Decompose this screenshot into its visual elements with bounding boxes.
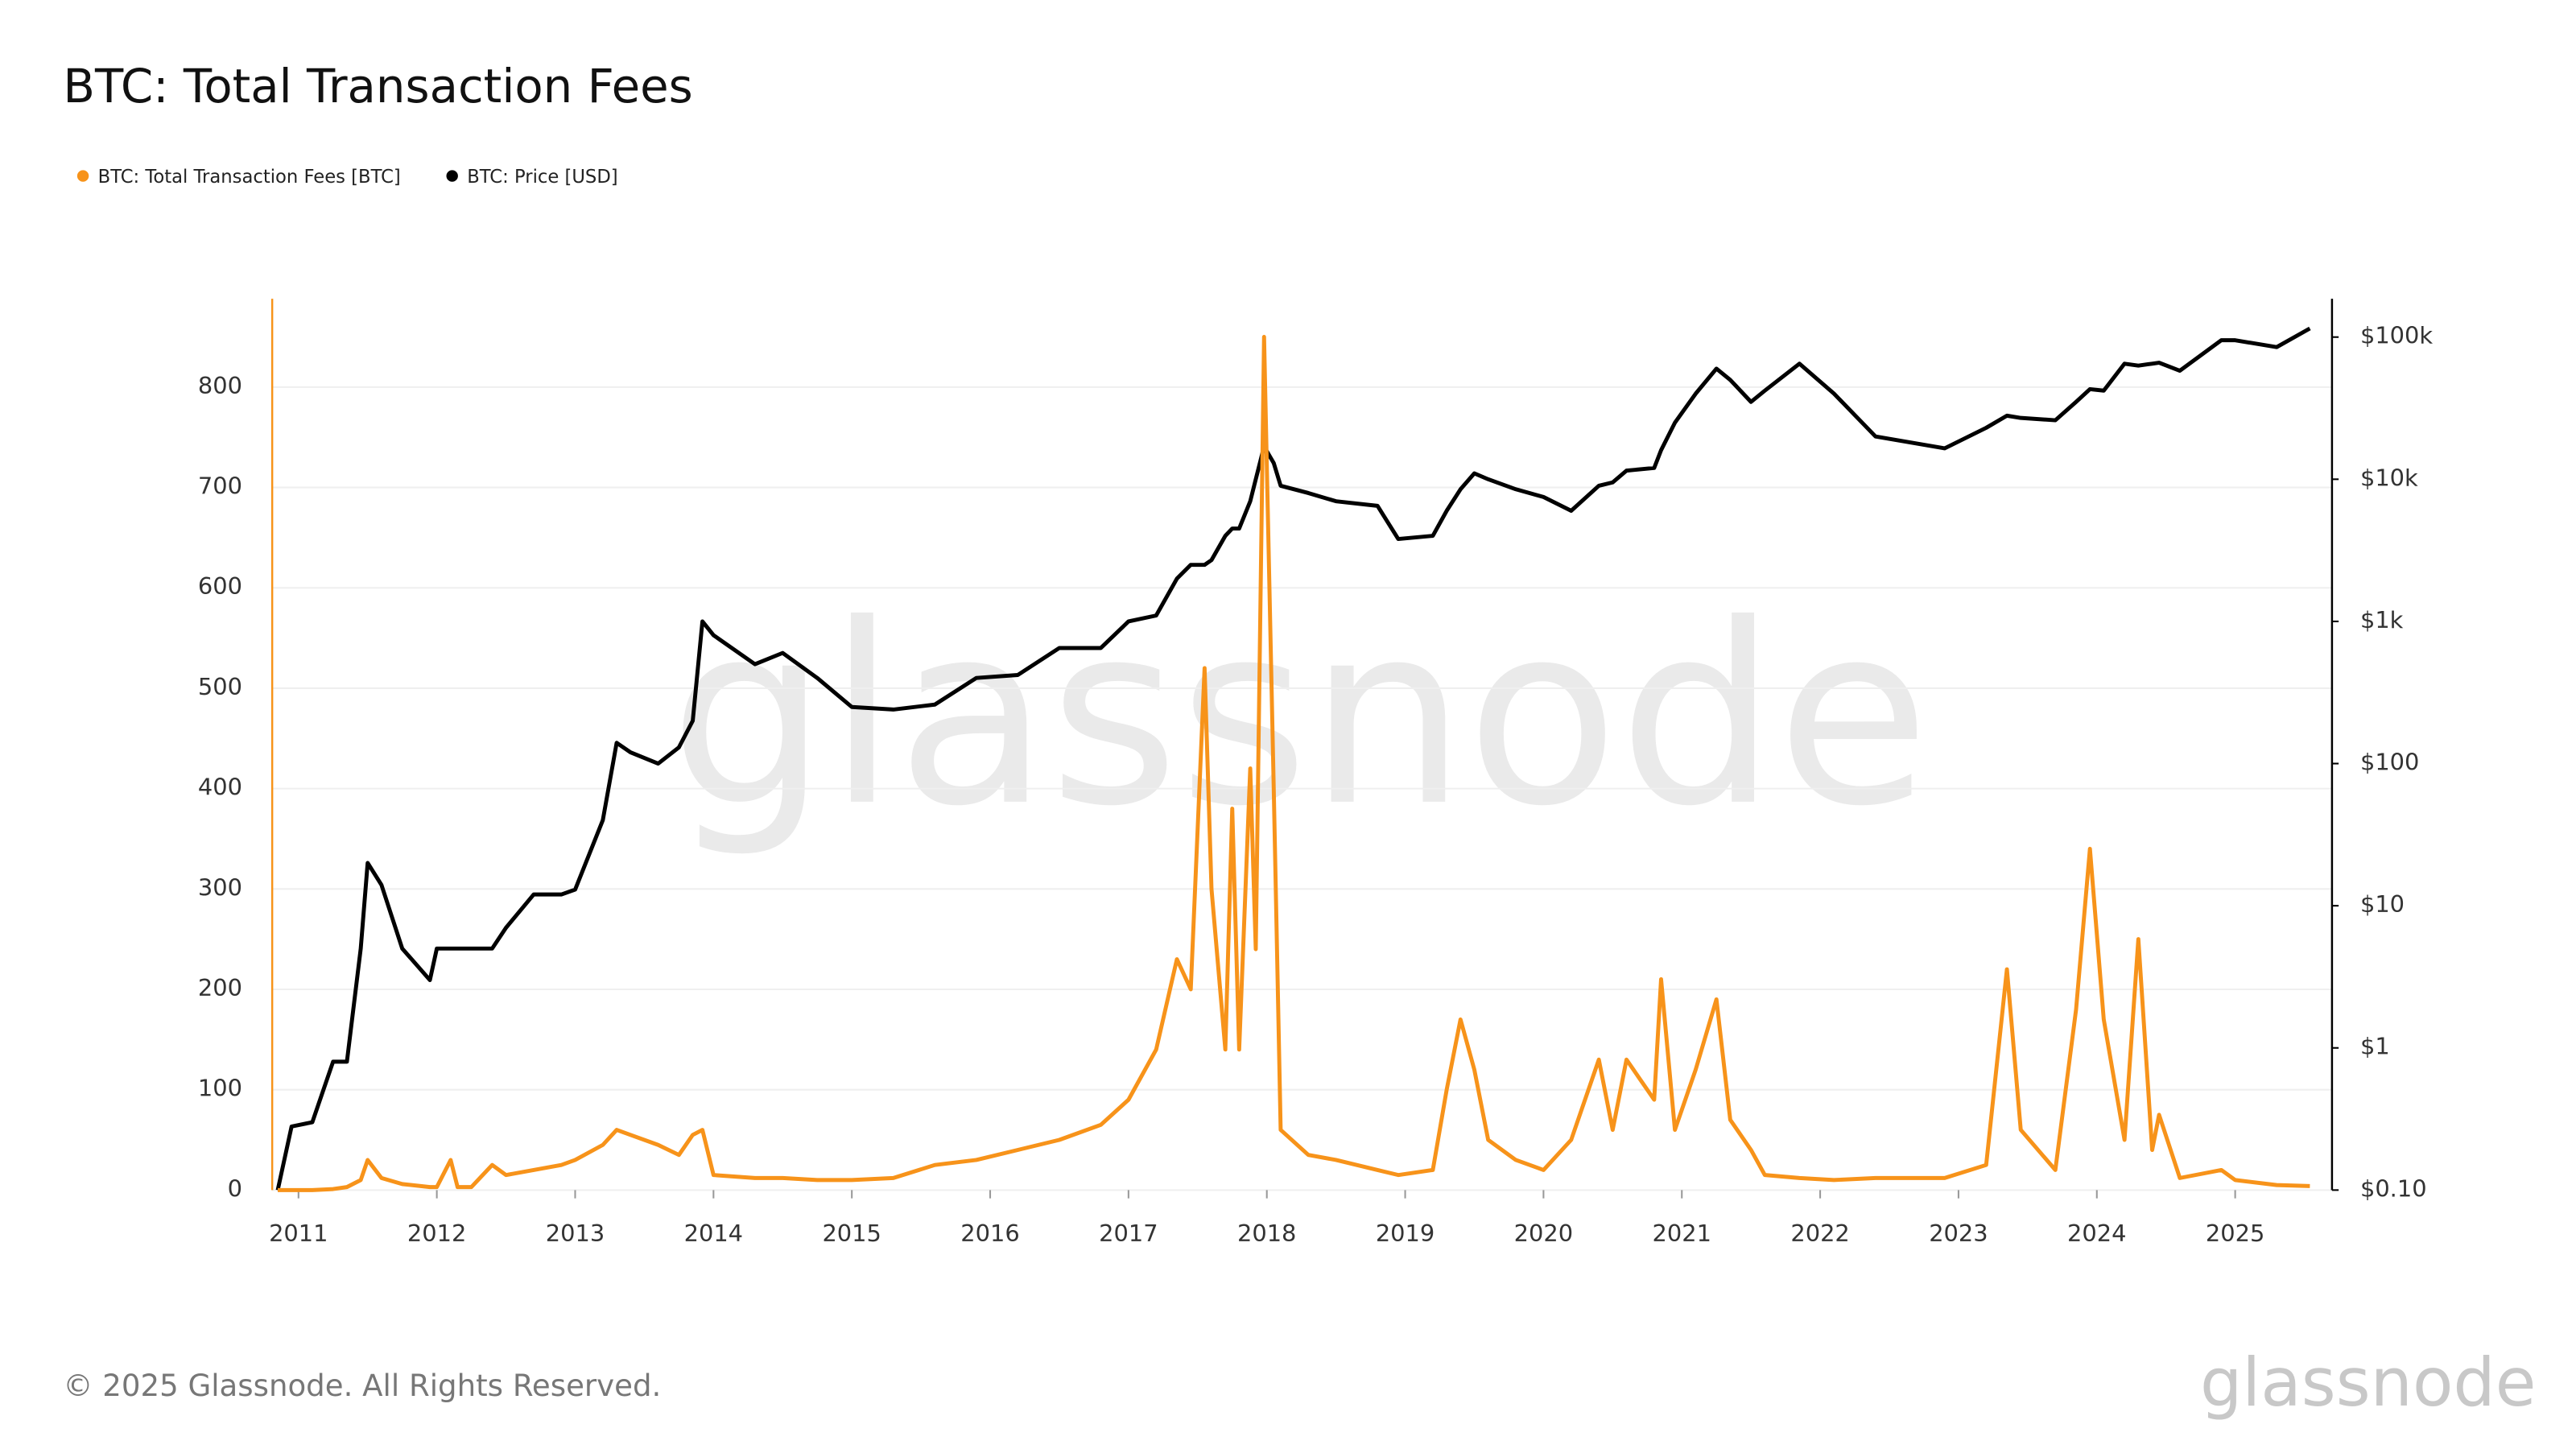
y-tick-label: 200 bbox=[198, 974, 242, 1001]
x-tick-label: 2013 bbox=[546, 1220, 605, 1247]
y-tick-label: 800 bbox=[198, 372, 242, 399]
legend-marker bbox=[76, 170, 89, 182]
series-line bbox=[275, 326, 2311, 1191]
chart-title: BTC: Total Transaction Fees bbox=[63, 59, 692, 114]
x-tick-label: 2021 bbox=[1653, 1220, 1711, 1247]
y-tick-label: 300 bbox=[198, 873, 242, 901]
x-tick-label: 2025 bbox=[2206, 1220, 2264, 1247]
footer: © 2025 Glassnode. All Rights Reserved. bbox=[63, 1368, 661, 1403]
x-tick-label: 2014 bbox=[684, 1220, 743, 1247]
x-tick-label: 2022 bbox=[1790, 1220, 1849, 1247]
x-tick-label: 2017 bbox=[1099, 1220, 1158, 1247]
x-tick-label: 2023 bbox=[1929, 1220, 1988, 1247]
y2-tick-label: $100k bbox=[2360, 322, 2433, 349]
y2-tick-label: $0.10 bbox=[2360, 1174, 2427, 1202]
y-tick-label: 100 bbox=[198, 1075, 242, 1102]
y-tick-label: 500 bbox=[198, 673, 242, 700]
series-line bbox=[278, 335, 2310, 1192]
legend-label: BTC: Total Transaction Fees [BTC] bbox=[98, 167, 401, 188]
y-tick-label: 400 bbox=[198, 774, 242, 801]
y-tick-label: 0 bbox=[228, 1174, 242, 1202]
watermark: glassnode bbox=[670, 571, 1930, 861]
y2-tick-label: $1 bbox=[2360, 1033, 2390, 1060]
x-tick-label: 2012 bbox=[407, 1220, 466, 1247]
y2-tick-label: $10k bbox=[2360, 464, 2418, 491]
legend-marker bbox=[446, 170, 458, 182]
x-tick-label: 2019 bbox=[1376, 1220, 1435, 1247]
x-tick-label: 2018 bbox=[1237, 1220, 1296, 1247]
y2-tick-label: $100 bbox=[2360, 749, 2419, 776]
x-tick-label: 2024 bbox=[2067, 1220, 2126, 1247]
legend-label: BTC: Price [USD] bbox=[467, 167, 617, 188]
x-tick-label: 2011 bbox=[269, 1220, 328, 1247]
y-tick-label: 700 bbox=[198, 473, 242, 500]
x-tick-label: 2020 bbox=[1514, 1220, 1573, 1247]
y2-tick-label: $1k bbox=[2360, 606, 2404, 634]
y2-tick-label: $10 bbox=[2360, 890, 2405, 918]
y-tick-label: 600 bbox=[198, 572, 242, 600]
x-tick-label: 2016 bbox=[960, 1220, 1019, 1247]
logo: glassnode bbox=[2200, 1344, 2537, 1422]
x-tick-label: 2015 bbox=[822, 1220, 881, 1247]
